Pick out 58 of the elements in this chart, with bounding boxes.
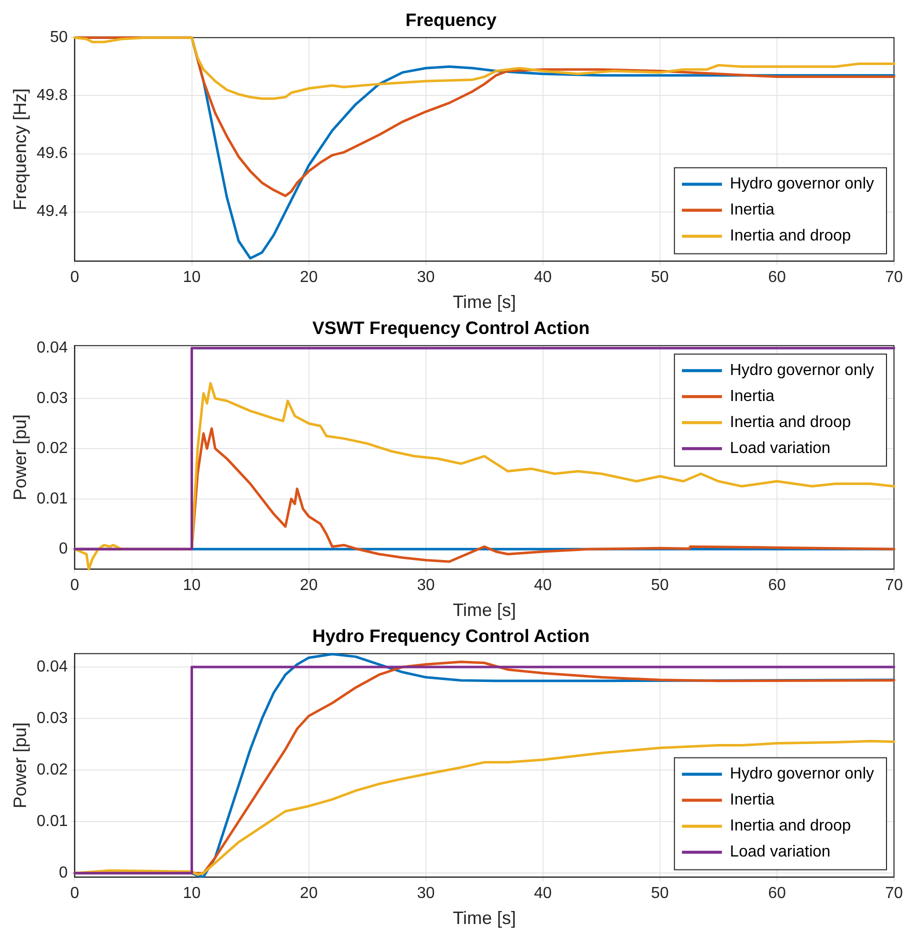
legend-label: Hydro governor only xyxy=(730,362,874,380)
x-tick-label: 30 xyxy=(416,885,435,902)
x-tick-label: 0 xyxy=(70,269,80,286)
y-axis-title: Power [pu] xyxy=(10,414,30,500)
y-tick-label: 49.4 xyxy=(36,203,68,220)
y-tick-label: 0 xyxy=(58,864,68,882)
x-tick-label: 60 xyxy=(768,885,786,902)
x-tick-label: 40 xyxy=(534,269,552,286)
x-tick-label: 70 xyxy=(885,577,903,594)
x-tick-label: 40 xyxy=(534,885,552,902)
x-tick-label: 60 xyxy=(768,577,786,594)
x-tick-label: 40 xyxy=(534,577,552,594)
y-tick-label: 50 xyxy=(50,29,68,46)
legend-label: Inertia xyxy=(730,388,774,406)
y-axis-title: Frequency [Hz] xyxy=(10,88,30,210)
x-tick-label: 10 xyxy=(182,885,201,902)
y-tick-label: 0.04 xyxy=(36,658,68,676)
x-tick-label: 0 xyxy=(70,577,80,594)
legend-label: Inertia and droop xyxy=(730,818,852,835)
chart-title: VSWT Frequency Control Action xyxy=(312,318,590,338)
legend-label: Inertia and droop xyxy=(730,414,852,432)
chart-title: Frequency xyxy=(405,10,497,30)
y-tick-label: 0.02 xyxy=(36,761,68,778)
legend-label: Load variation xyxy=(730,844,830,861)
x-axis-title: Time [s] xyxy=(452,292,516,312)
x-tick-label: 20 xyxy=(300,577,318,594)
y-tick-label: 0.04 xyxy=(36,340,68,357)
x-axis-title: Time [s] xyxy=(452,600,516,620)
x-tick-label: 30 xyxy=(416,577,435,594)
legend-label: Inertia xyxy=(730,202,774,219)
x-tick-label: 50 xyxy=(651,269,669,286)
chart-title: Hydro Frequency Control Action xyxy=(312,626,590,646)
y-tick-label: 49.8 xyxy=(36,87,68,104)
x-tick-label: 0 xyxy=(70,885,80,902)
y-tick-label: 0.01 xyxy=(36,490,68,508)
x-tick-label: 60 xyxy=(768,269,786,286)
x-tick-label: 70 xyxy=(885,269,903,286)
y-tick-label: 0.03 xyxy=(36,390,68,407)
x-tick-label: 50 xyxy=(651,885,669,902)
x-tick-label: 10 xyxy=(182,577,201,594)
legend-label: Load variation xyxy=(730,440,830,458)
legend-label: Hydro governor only xyxy=(730,766,874,783)
y-tick-label: 0 xyxy=(58,540,68,558)
x-tick-label: 20 xyxy=(300,269,318,286)
x-tick-label: 20 xyxy=(300,885,318,902)
legend-label: Hydro governor only xyxy=(730,176,874,193)
x-tick-label: 70 xyxy=(885,885,903,902)
x-tick-label: 50 xyxy=(651,577,669,594)
legend-label: Inertia and droop xyxy=(730,228,852,245)
x-axis-title: Time [s] xyxy=(452,908,516,928)
y-tick-label: 0.03 xyxy=(36,710,68,727)
y-tick-label: 0.02 xyxy=(36,440,68,458)
x-tick-label: 10 xyxy=(182,269,201,286)
y-axis-title: Power [pu] xyxy=(10,722,30,808)
y-tick-label: 0.01 xyxy=(36,812,68,830)
legend-label: Inertia xyxy=(730,792,774,809)
x-tick-label: 30 xyxy=(416,269,435,286)
y-tick-label: 49.6 xyxy=(36,145,68,162)
